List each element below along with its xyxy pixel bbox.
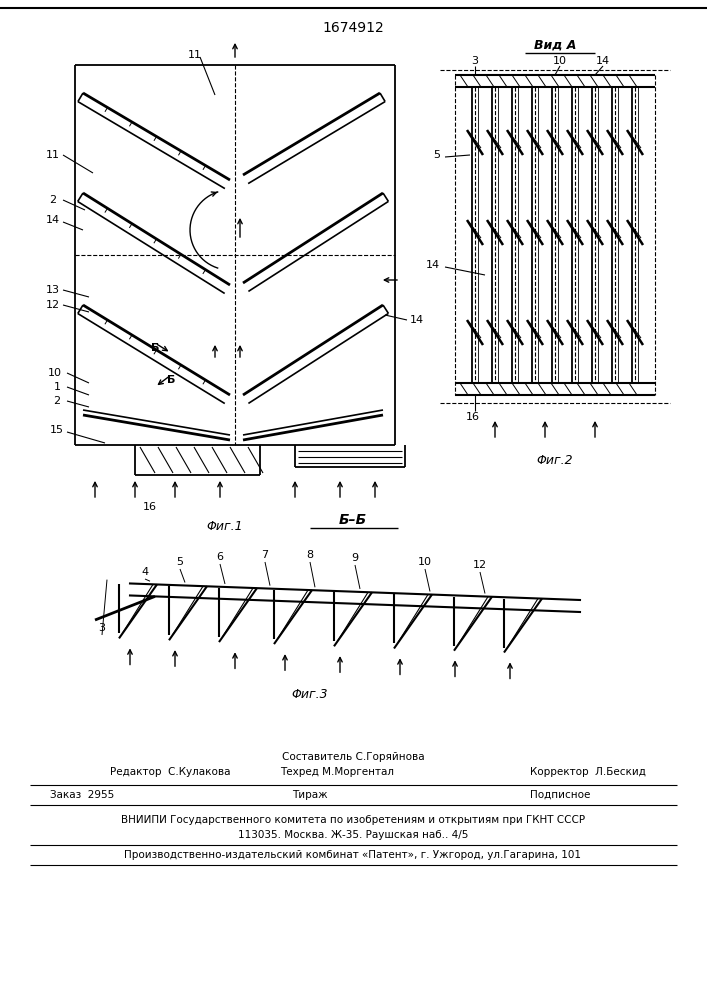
Text: 7: 7 [262,550,269,560]
Text: Заказ  2955: Заказ 2955 [50,790,115,800]
Text: 6: 6 [216,552,223,562]
Text: 1674912: 1674912 [322,21,384,35]
Text: Составитель С.Горяйнова: Составитель С.Горяйнова [281,752,424,762]
Text: 10: 10 [553,56,567,66]
Text: Корректор  Л.Бескид: Корректор Л.Бескид [530,767,646,777]
Text: 2: 2 [54,396,61,406]
Text: 10: 10 [48,368,62,378]
Text: Подписное: Подписное [530,790,590,800]
Text: 16: 16 [466,412,480,422]
Text: 2: 2 [49,195,57,205]
Text: 8: 8 [306,550,314,560]
Text: Φиг.2: Φиг.2 [537,454,573,466]
Text: Б: Б [167,375,175,385]
Text: Б–Б: Б–Б [339,513,367,527]
Text: 14: 14 [596,56,610,66]
Text: 9: 9 [351,553,358,563]
Text: Редактор  С.Кулакова: Редактор С.Кулакова [110,767,230,777]
Text: 14: 14 [46,215,60,225]
Text: 12: 12 [46,300,60,310]
Text: 1: 1 [54,382,61,392]
Text: ВНИИПИ Государственного комитета по изобретениям и открытиям при ГКНТ СССР: ВНИИПИ Государственного комитета по изоб… [121,815,585,825]
Text: 4: 4 [141,567,148,577]
Text: 11: 11 [188,50,202,60]
Text: Техред М.Моргентал: Техред М.Моргентал [280,767,394,777]
Text: Φиг.3: Φиг.3 [292,688,328,702]
Text: 15: 15 [50,425,64,435]
Text: 113035. Москва. Ж-35. Раушская наб.. 4/5: 113035. Москва. Ж-35. Раушская наб.. 4/5 [238,830,468,840]
Text: Производственно-издательский комбинат «Патент», г. Ужгород, ул.Гагарина, 101: Производственно-издательский комбинат «П… [124,850,581,860]
Text: 11: 11 [46,150,60,160]
Text: 5: 5 [177,557,184,567]
Text: Тираж: Тираж [292,790,328,800]
Text: Б: Б [151,343,159,353]
Text: 3: 3 [472,56,479,66]
Text: Φиг.1: Φиг.1 [206,520,243,534]
Text: 16: 16 [143,502,157,512]
Text: Вид A: Вид A [534,38,576,51]
Text: 5: 5 [433,150,440,160]
Text: 3: 3 [98,623,105,633]
Text: 14: 14 [426,260,440,270]
Text: 10: 10 [418,557,432,567]
Text: 14: 14 [410,315,424,325]
Text: 12: 12 [473,560,487,570]
Text: 13: 13 [46,285,60,295]
